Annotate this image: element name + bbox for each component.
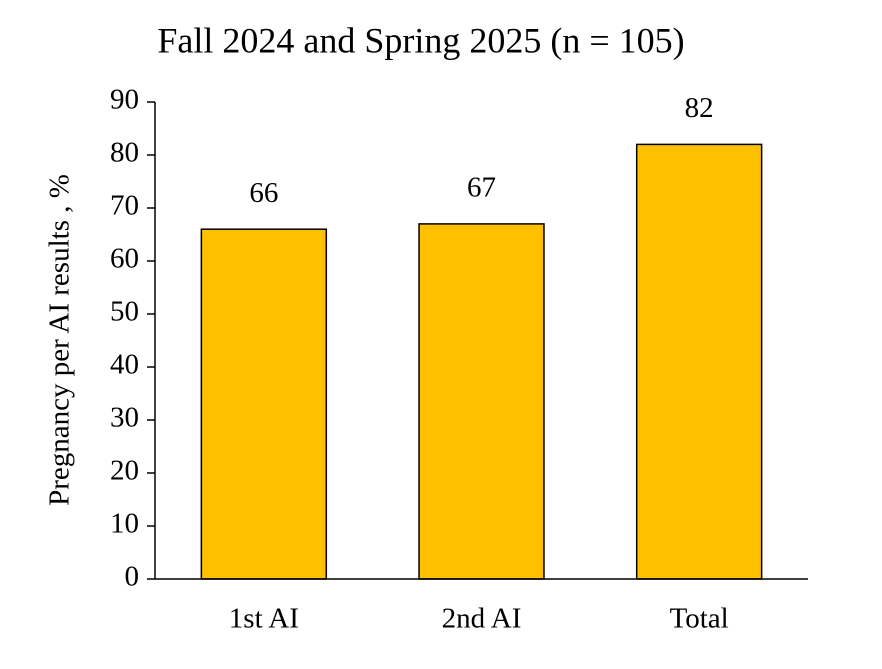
y-tick-label: 20 xyxy=(110,455,139,487)
y-axis-label: Pregnancy per AI results , % xyxy=(44,174,76,506)
y-tick-label: 80 xyxy=(110,137,139,169)
bar xyxy=(200,228,328,580)
value-label: 66 xyxy=(249,177,278,209)
y-tick-label: 30 xyxy=(110,402,139,434)
x-tick-label: 2nd AI xyxy=(442,603,522,635)
x-tick-label: 1st AI xyxy=(229,603,299,635)
y-tick-label: 40 xyxy=(110,349,139,381)
y-tick-label: 70 xyxy=(110,190,139,222)
chart-title: Fall 2024 and Spring 2025 (n = 105) xyxy=(157,20,684,60)
bar xyxy=(418,223,545,580)
y-tick-label: 90 xyxy=(110,84,139,116)
y-tick-label: 50 xyxy=(110,296,139,328)
y-tick-label: 60 xyxy=(110,243,139,275)
x-tick-label: Total xyxy=(670,603,729,635)
value-label: 82 xyxy=(685,92,714,124)
y-tick-label: 0 xyxy=(125,561,140,593)
value-label: 67 xyxy=(467,172,496,204)
y-tick-label: 10 xyxy=(110,508,139,540)
bar xyxy=(635,143,763,580)
